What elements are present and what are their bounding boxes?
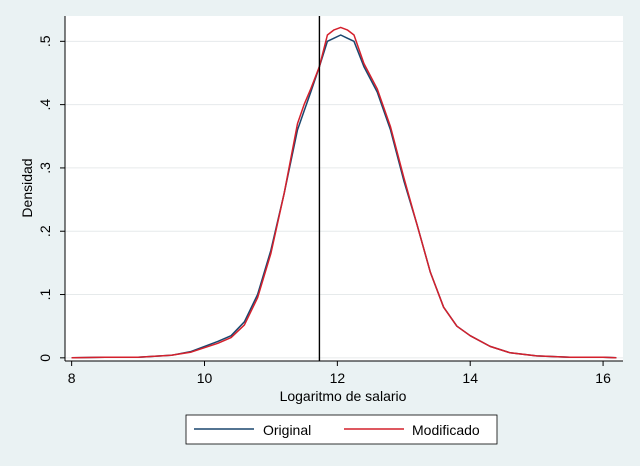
- y-tick-label-5: .5: [37, 35, 53, 47]
- x-tick-label-1: 10: [197, 370, 213, 386]
- y-tick-label-2: .2: [37, 225, 53, 237]
- grid-lines: [65, 40, 623, 359]
- legend: Original Modificado: [185, 414, 498, 445]
- axes: 0 .1 .2 .3 .4 .5 8 10 12 14 16: [37, 16, 623, 386]
- y-tick-label-3: .3: [37, 162, 53, 174]
- plot-area: [65, 16, 623, 361]
- y-tick-label-1: .1: [37, 288, 53, 300]
- x-tick-label-2: 12: [330, 370, 346, 386]
- x-tick-label-0: 8: [68, 370, 76, 386]
- y-axis-title: Densidad: [19, 158, 35, 217]
- y-tick-label-4: .4: [37, 99, 53, 111]
- series-line-modificado: [71, 26, 617, 359]
- legend-label-modificado: Modificado: [412, 422, 480, 438]
- legend-label-original: Original: [263, 422, 311, 438]
- series-lines: [71, 26, 617, 359]
- x-axis-title: Logaritmo de salario: [280, 388, 407, 404]
- x-tick-label-3: 14: [462, 370, 478, 386]
- x-tick-label-4: 16: [595, 370, 611, 386]
- y-tick-label-0: 0: [37, 354, 53, 362]
